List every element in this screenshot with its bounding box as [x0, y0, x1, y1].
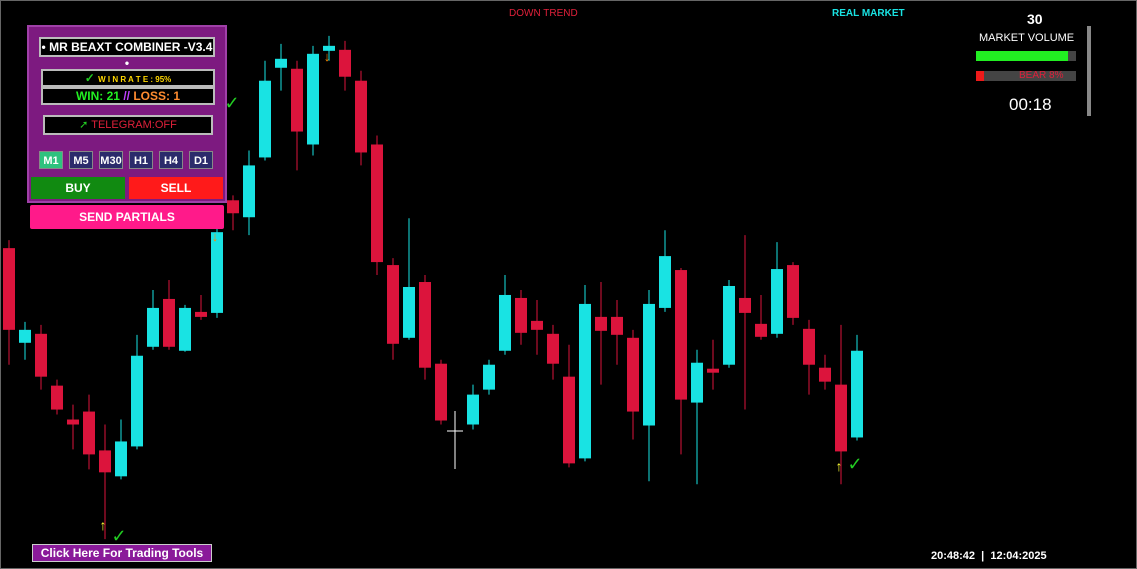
candle-body	[835, 384, 847, 452]
candle-body	[291, 68, 303, 132]
volume-count: 30	[1027, 11, 1043, 27]
check: ✓	[847, 454, 862, 474]
candle-body	[547, 333, 559, 364]
candle-body	[307, 53, 319, 145]
partials-button[interactable]: SEND PARTIALS	[30, 205, 224, 229]
candle-body	[403, 286, 415, 338]
candle-body	[67, 419, 79, 425]
check: ✓	[111, 526, 126, 546]
timeframe-button[interactable]: M5	[69, 151, 93, 169]
bear-bar	[976, 71, 1076, 81]
candle-body	[771, 269, 783, 334]
timer: 00:18	[1009, 95, 1052, 114]
candle-body	[467, 394, 479, 425]
timeframe-button[interactable]: M30	[99, 151, 123, 169]
panel-title: • MR BEAXT COMBINER -V3.4 •	[39, 37, 215, 70]
candle-body	[51, 385, 63, 410]
candle-body	[211, 232, 223, 313]
candle-body	[723, 285, 735, 365]
timeframe-button[interactable]: H1	[129, 151, 153, 169]
candle-body	[115, 441, 127, 477]
candle-body	[675, 270, 687, 400]
arrow-down: ↓	[324, 49, 331, 64]
sell-button[interactable]: SELL	[129, 177, 223, 199]
candle-body	[259, 80, 271, 158]
candle-body	[195, 311, 207, 317]
arrow-up: ↑	[836, 458, 843, 474]
arrow-down: ↓	[212, 229, 219, 244]
tools-button[interactable]: Click Here For Trading Tools	[32, 544, 212, 562]
candle-body	[435, 363, 447, 421]
timeframe-button[interactable]: M1	[39, 151, 63, 169]
candle-body	[595, 316, 607, 331]
candle-body	[499, 294, 511, 351]
candle-body	[243, 165, 255, 218]
markers: ↑ ✓ ↑ ✓ ✓ ↓ ↓	[100, 49, 863, 546]
winrate: ✓ W I N R A T E : 95%	[41, 69, 215, 87]
candle-body	[419, 282, 431, 368]
candle-body	[323, 45, 335, 51]
candle-body	[35, 333, 47, 377]
candle-body	[275, 58, 287, 68]
candle-body	[99, 450, 111, 473]
trend-label: DOWN TREND	[509, 8, 578, 19]
candle-body	[515, 297, 527, 333]
control-panel: • MR BEAXT COMBINER -V3.4 • ✓ W I N R A …	[27, 25, 227, 203]
candle-body	[179, 307, 191, 351]
candle-body	[83, 411, 95, 455]
score: WIN: 21 // LOSS: 1	[41, 87, 215, 105]
telegram-text: TELEGRAM:OFF	[91, 119, 177, 131]
candle-body	[643, 303, 655, 426]
candle-body	[803, 328, 815, 365]
clock: 20:48:42 | 12:04:2025	[931, 550, 1047, 562]
candle-body	[147, 307, 159, 347]
candle-body	[819, 367, 831, 382]
candle-body	[851, 350, 863, 438]
candle-body	[387, 265, 399, 344]
candle-body	[131, 355, 143, 447]
candle-body	[659, 256, 671, 308]
candle-body	[19, 329, 31, 343]
bull-bar	[976, 51, 1076, 61]
candle-body	[579, 303, 591, 459]
candle-body	[339, 49, 351, 77]
candle-body	[627, 337, 639, 412]
candle-body	[483, 364, 495, 390]
candle-body	[739, 297, 751, 313]
candle-body	[227, 200, 239, 214]
candle-body	[563, 376, 575, 464]
market-label: REAL MARKET	[832, 8, 905, 19]
win: WIN: 21	[75, 89, 120, 103]
candle-body	[787, 265, 799, 318]
loss: LOSS: 1	[133, 89, 181, 103]
candle-body	[3, 248, 15, 330]
check: ✓	[224, 93, 239, 113]
buy-button[interactable]: BUY	[31, 177, 125, 199]
candle-body	[163, 298, 175, 347]
arrow-up: ↑	[100, 517, 107, 533]
candle-body	[371, 144, 383, 263]
candle-body	[691, 362, 703, 403]
volume-label: MARKET VOLUME	[979, 32, 1075, 44]
telegram: ➚ TELEGRAM:OFF	[43, 115, 213, 135]
timeframe-button[interactable]: H4	[159, 151, 183, 169]
winrate-text: W I N R A T E : 95%	[98, 75, 172, 84]
candle-body	[707, 368, 719, 373]
candle-body	[755, 323, 767, 337]
timeframe-button[interactable]: D1	[189, 151, 213, 169]
volume-scale	[1087, 26, 1091, 116]
candle-body	[611, 316, 623, 335]
candle-body	[355, 80, 367, 153]
candle-body	[531, 320, 543, 330]
bear-label: BEAR 8%	[1019, 70, 1064, 81]
